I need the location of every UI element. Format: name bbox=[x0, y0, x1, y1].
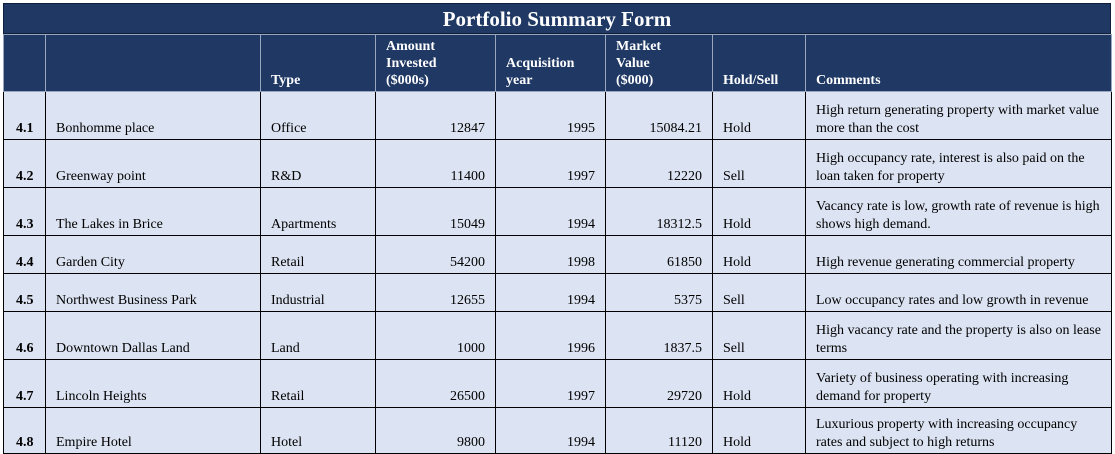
property-name: Greenway point bbox=[45, 139, 261, 188]
header-comments: Comments bbox=[805, 34, 1112, 92]
row-index: 4.1 bbox=[3, 91, 46, 140]
row-index: 4.3 bbox=[3, 187, 46, 236]
property-type: Land bbox=[260, 311, 376, 360]
property-name: Downtown Dallas Land bbox=[45, 311, 261, 360]
table-row: 4.8 Empire Hotel Hotel 9800 1994 11120 H… bbox=[3, 407, 1112, 454]
row-index: 4.6 bbox=[3, 311, 46, 360]
property-name: Bonhomme place bbox=[45, 91, 261, 140]
table-row: 4.3 The Lakes in Brice Apartments 15049 … bbox=[3, 187, 1112, 236]
market-value: 29720 bbox=[605, 359, 713, 408]
table-row: 4.1 Bonhomme place Office 12847 1995 150… bbox=[3, 91, 1112, 140]
comment: Vacancy rate is low, growth rate of reve… bbox=[805, 187, 1112, 236]
acquisition-year: 1997 bbox=[495, 359, 606, 408]
header-row: Type Amount Invested ($000s) Acquisition ye… bbox=[3, 34, 1112, 92]
amount-invested: 11400 bbox=[375, 139, 496, 188]
header-acq-line2: year bbox=[506, 73, 533, 88]
market-value: 11120 bbox=[605, 407, 713, 454]
table-row: 4.7 Lincoln Heights Retail 26500 1997 29… bbox=[3, 359, 1112, 408]
amount-invested: 12847 bbox=[375, 91, 496, 140]
header-amount-invested: Amount Invested ($000s) bbox=[375, 34, 496, 92]
hold-sell: Hold bbox=[712, 235, 806, 274]
comment: Luxurious property with increasing occup… bbox=[805, 407, 1112, 454]
header-mv-line2: Value bbox=[616, 56, 650, 71]
row-index: 4.4 bbox=[3, 235, 46, 274]
header-market-value: Market Value ($000) bbox=[605, 34, 713, 92]
header-name bbox=[45, 34, 261, 92]
hold-sell: Hold bbox=[712, 407, 806, 454]
market-value: 1837.5 bbox=[605, 311, 713, 360]
property-type: Office bbox=[260, 91, 376, 140]
header-mv-line3: ($000) bbox=[616, 73, 654, 88]
market-value: 18312.5 bbox=[605, 187, 713, 236]
property-name: Garden City bbox=[45, 235, 261, 274]
row-index: 4.5 bbox=[3, 273, 46, 312]
comment: High occupancy rate, interest is also pa… bbox=[805, 139, 1112, 188]
acquisition-year: 1994 bbox=[495, 407, 606, 454]
table-row: 4.5 Northwest Business Park Industrial 1… bbox=[3, 273, 1112, 312]
amount-invested: 9800 bbox=[375, 407, 496, 454]
header-index bbox=[3, 34, 46, 92]
amount-invested: 15049 bbox=[375, 187, 496, 236]
amount-invested: 12655 bbox=[375, 273, 496, 312]
property-type: Hotel bbox=[260, 407, 376, 454]
header-hold-sell: Hold/Sell bbox=[712, 34, 806, 92]
property-name: The Lakes in Brice bbox=[45, 187, 261, 236]
row-index: 4.8 bbox=[3, 407, 46, 454]
header-amount-line1: Amount bbox=[386, 39, 436, 54]
amount-invested: 54200 bbox=[375, 235, 496, 274]
market-value: 5375 bbox=[605, 273, 713, 312]
property-name: Northwest Business Park bbox=[45, 273, 261, 312]
comment: High revenue generating commercial prope… bbox=[805, 235, 1112, 274]
header-amount-line2: Invested bbox=[386, 56, 437, 71]
hold-sell: Hold bbox=[712, 187, 806, 236]
acquisition-year: 1994 bbox=[495, 187, 606, 236]
hold-sell: Hold bbox=[712, 359, 806, 408]
header-mv-line1: Market bbox=[616, 39, 662, 54]
header-acquisition-year: Acquisition year bbox=[495, 34, 606, 92]
comment: High return generating property with mar… bbox=[805, 91, 1112, 140]
market-value: 61850 bbox=[605, 235, 713, 274]
hold-sell: Sell bbox=[712, 311, 806, 360]
hold-sell: Sell bbox=[712, 139, 806, 188]
hold-sell: Sell bbox=[712, 273, 806, 312]
row-index: 4.2 bbox=[3, 139, 46, 188]
acquisition-year: 1997 bbox=[495, 139, 606, 188]
acquisition-year: 1995 bbox=[495, 91, 606, 140]
acquisition-year: 1994 bbox=[495, 273, 606, 312]
amount-invested: 26500 bbox=[375, 359, 496, 408]
header-acq-line1: Acquisition bbox=[506, 56, 575, 71]
market-value: 12220 bbox=[605, 139, 713, 188]
table-row: 4.4 Garden City Retail 54200 1998 61850 … bbox=[3, 235, 1112, 274]
amount-invested: 1000 bbox=[375, 311, 496, 360]
property-type: R&D bbox=[260, 139, 376, 188]
header-type: Type bbox=[260, 34, 376, 92]
property-type: Apartments bbox=[260, 187, 376, 236]
form-title: Portfolio Summary Form bbox=[3, 3, 1111, 34]
portfolio-summary-sheet: Portfolio Summary Form Type Amount Invest… bbox=[3, 3, 1112, 454]
acquisition-year: 1996 bbox=[495, 311, 606, 360]
portfolio-table: Type Amount Invested ($000s) Acquisition ye… bbox=[3, 34, 1112, 454]
comment: Variety of business operating with incre… bbox=[805, 359, 1112, 408]
property-name: Empire Hotel bbox=[45, 407, 261, 454]
property-type: Retail bbox=[260, 359, 376, 408]
comment: High vacancy rate and the property is al… bbox=[805, 311, 1112, 360]
acquisition-year: 1998 bbox=[495, 235, 606, 274]
property-type: Retail bbox=[260, 235, 376, 274]
property-name: Lincoln Heights bbox=[45, 359, 261, 408]
header-amount-line3: ($000s) bbox=[386, 73, 429, 88]
comment: Low occupancy rates and low growth in re… bbox=[805, 273, 1112, 312]
table-row: 4.6 Downtown Dallas Land Land 1000 1996 … bbox=[3, 311, 1112, 360]
market-value: 15084.21 bbox=[605, 91, 713, 140]
property-type: Industrial bbox=[260, 273, 376, 312]
row-index: 4.7 bbox=[3, 359, 46, 408]
hold-sell: Hold bbox=[712, 91, 806, 140]
table-row: 4.2 Greenway point R&D 11400 1997 12220 … bbox=[3, 139, 1112, 188]
